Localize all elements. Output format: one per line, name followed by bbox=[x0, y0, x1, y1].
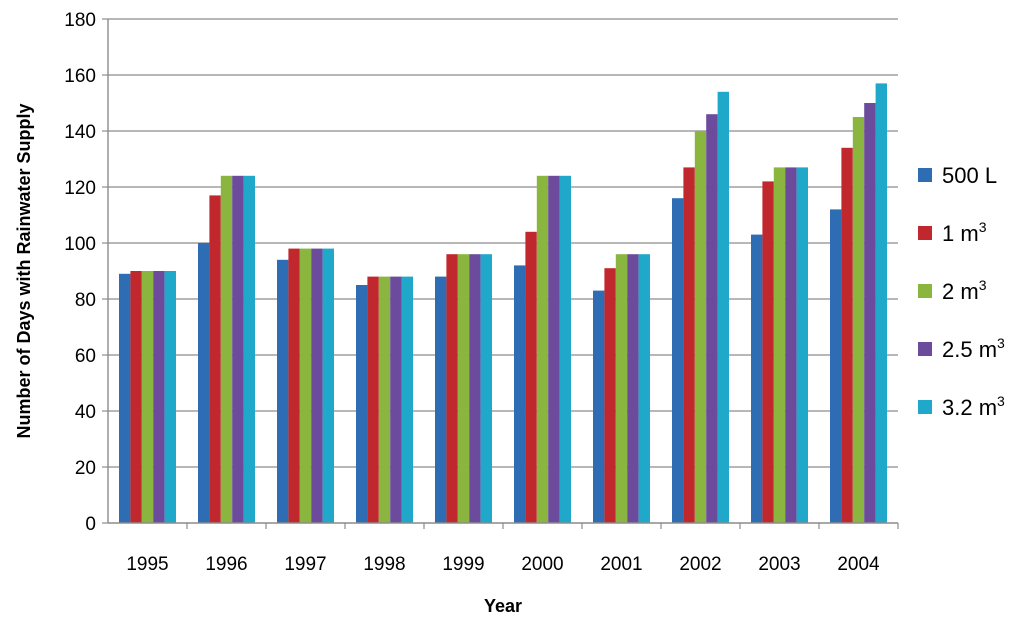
bar-2001-2_5-m3 bbox=[627, 254, 639, 523]
x-tick-label: 1995 bbox=[126, 554, 168, 575]
bar-2000-2-m3 bbox=[536, 175, 549, 524]
bar-2000-1-m3 bbox=[525, 231, 537, 524]
legend-label: 3.2 m3 bbox=[942, 393, 1005, 420]
y-tick-label: 120 bbox=[64, 178, 96, 199]
y-tick-label: 180 bbox=[64, 10, 96, 31]
legend-swatch bbox=[918, 168, 932, 182]
x-tick-label: 1999 bbox=[442, 554, 484, 575]
legend-entry: 2.5 m3 bbox=[918, 335, 1005, 362]
legend-label: 1 m3 bbox=[942, 219, 987, 246]
y-tick-labels: 0 20 40 60 80 100 120 140 160 180 bbox=[64, 10, 96, 535]
bar-1999-3_2-m3 bbox=[480, 254, 492, 523]
bar-2004-1-m3 bbox=[841, 147, 853, 524]
bar-2004-3_2-m3 bbox=[875, 83, 887, 524]
bar-1995-1-m3 bbox=[130, 271, 142, 523]
legend-swatch bbox=[918, 400, 932, 414]
bar-2000-2_5-m3 bbox=[548, 175, 560, 524]
bar-2001-500-L bbox=[593, 290, 605, 523]
bar-1996-1-m3 bbox=[209, 195, 221, 523]
bar-1998-1-m3 bbox=[367, 276, 379, 523]
bar-2004-500-L bbox=[830, 209, 842, 523]
bar-2002-2-m3 bbox=[694, 131, 707, 523]
y-tick-label: 20 bbox=[75, 458, 96, 479]
bars bbox=[119, 83, 887, 524]
legend-label: 500 L bbox=[942, 163, 997, 188]
bar-2001-3_2-m3 bbox=[638, 254, 650, 523]
bar-1999-500-L bbox=[435, 276, 447, 523]
bar-1996-500-L bbox=[198, 243, 210, 523]
legend-entry: 3.2 m3 bbox=[918, 393, 1005, 420]
bar-2004-2_5-m3 bbox=[864, 103, 876, 523]
bar-1996-2-m3 bbox=[220, 175, 233, 524]
y-axis-title: Number of Days with Rainwater Supply bbox=[14, 103, 34, 438]
legend-label: 2.5 m3 bbox=[942, 335, 1005, 362]
bar-2000-3_2-m3 bbox=[559, 175, 571, 524]
bar-1999-2-m3 bbox=[457, 254, 470, 523]
x-tick-label: 1997 bbox=[284, 554, 326, 575]
bar-1998-3_2-m3 bbox=[401, 276, 413, 523]
bar-2003-3_2-m3 bbox=[796, 167, 808, 523]
bar-1998-2-m3 bbox=[378, 276, 391, 523]
legend-swatch bbox=[918, 226, 932, 240]
bar-2003-2_5-m3 bbox=[785, 167, 797, 523]
bar-1997-2_5-m3 bbox=[311, 248, 323, 523]
y-tick-label: 60 bbox=[75, 346, 96, 367]
bar-1999-2_5-m3 bbox=[469, 254, 481, 523]
bar-1997-2-m3 bbox=[299, 248, 312, 523]
bar-2003-1-m3 bbox=[762, 181, 774, 523]
bar-1998-500-L bbox=[356, 285, 368, 523]
x-axis-title: Year bbox=[484, 596, 522, 616]
bar-1996-3_2-m3 bbox=[243, 175, 255, 524]
bar-1995-2_5-m3 bbox=[153, 271, 165, 523]
y-tick-label: 160 bbox=[64, 66, 96, 87]
x-tick-label: 1996 bbox=[205, 554, 247, 575]
y-tick-label: 100 bbox=[64, 234, 96, 255]
axes bbox=[102, 18, 899, 529]
bar-2000-500-L bbox=[514, 265, 526, 523]
x-tick-label: 2004 bbox=[837, 554, 880, 575]
bar-1998-2_5-m3 bbox=[390, 276, 402, 523]
legend: 500 L 1 m3 2 m3 2.5 m3 3.2 m3 bbox=[918, 163, 1005, 420]
bar-2001-2-m3 bbox=[615, 254, 628, 523]
legend-swatch bbox=[918, 284, 932, 298]
bar-1997-500-L bbox=[277, 259, 289, 523]
bar-2003-2-m3 bbox=[773, 167, 786, 523]
bar-1996-2_5-m3 bbox=[232, 175, 244, 524]
bar-1995-2-m3 bbox=[141, 271, 154, 523]
x-tick-label: 2000 bbox=[521, 554, 563, 575]
y-tick-label: 40 bbox=[75, 402, 96, 423]
bar-1995-3_2-m3 bbox=[164, 271, 176, 523]
bar-2002-3_2-m3 bbox=[717, 91, 729, 524]
bar-1999-1-m3 bbox=[446, 254, 458, 523]
legend-swatch bbox=[918, 342, 932, 356]
x-tick-label: 2002 bbox=[679, 554, 721, 575]
legend-entry: 1 m3 bbox=[918, 219, 987, 246]
x-tick-label: 2003 bbox=[758, 554, 800, 575]
y-tick-label: 0 bbox=[85, 514, 96, 535]
bar-2002-2_5-m3 bbox=[706, 114, 718, 523]
y-tick-label: 80 bbox=[75, 290, 96, 311]
bar-2002-500-L bbox=[672, 198, 684, 523]
bar-1997-1-m3 bbox=[288, 248, 300, 523]
x-tick-label: 1998 bbox=[363, 554, 405, 575]
x-tick-labels: 1995 1996 1997 1998 1999 2000 2001 2002 2003 2004 bbox=[126, 554, 880, 575]
y-tick-label: 140 bbox=[64, 122, 96, 143]
bar-2002-1-m3 bbox=[683, 167, 695, 523]
legend-entry: 2 m3 bbox=[918, 277, 987, 304]
bar-1995-500-L bbox=[119, 273, 131, 523]
x-tick-label: 2001 bbox=[600, 554, 642, 575]
bar-2001-1-m3 bbox=[604, 268, 616, 523]
legend-label: 2 m3 bbox=[942, 277, 987, 304]
bar-1997-3_2-m3 bbox=[322, 248, 334, 523]
legend-entry: 500 L bbox=[918, 163, 997, 188]
bar-2004-2-m3 bbox=[852, 117, 865, 523]
bar-2003-500-L bbox=[751, 234, 763, 523]
